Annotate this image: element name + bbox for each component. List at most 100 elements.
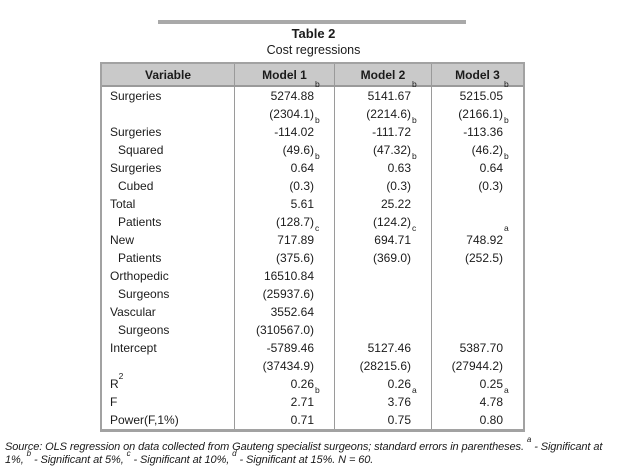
table-row: (37434.9) (28215.6) (27944.2) <box>102 357 523 375</box>
table-row: New 717.89 c 694.71 c 748.92 a <box>102 223 523 249</box>
table-row: Squared (49.6) (47.32) (46.2) <box>102 141 523 159</box>
table-row: Orthopedic 16510.84 <box>102 267 523 285</box>
variable-cell: Surgeries <box>102 123 235 141</box>
value-cell: (46.2) <box>471 143 503 157</box>
value-cell: 0.26 <box>235 375 335 393</box>
column-header-model1: Model 1 <box>235 64 335 85</box>
value-cell <box>335 321 432 339</box>
table-row: Surgeries -114.02 b -111.72 b -113.36 b <box>102 115 523 141</box>
value-cell: 5215.05b <box>459 80 509 103</box>
value-cell: (0.3) <box>235 177 335 195</box>
variable-cell: Vascular <box>102 303 235 321</box>
value-cell <box>432 213 523 231</box>
table-row: Intercept -5789.46 5127.46 5387.70 <box>102 339 523 357</box>
value-cell <box>335 285 432 303</box>
table-row: (2304.1) (2214.6) (2166.1) <box>102 105 523 123</box>
table-row: Total 5.61 25.22 <box>102 195 523 213</box>
value-cell <box>432 285 523 303</box>
value-cell: 4.78 a <box>479 385 509 409</box>
source-note: Source: OLS regression on data collected… <box>5 435 603 467</box>
value-cell: (128.7) <box>235 213 335 231</box>
value-cell: 0.25 <box>479 377 503 391</box>
value-cell: (25937.6) <box>235 285 335 303</box>
value-cell: 3552.64 <box>235 303 335 321</box>
value-cell: 3.76 a <box>335 386 432 411</box>
value-cell: (0.3) <box>335 177 432 195</box>
value-cell: 0.64 b <box>479 151 509 175</box>
title-rule <box>158 20 466 24</box>
table-body: Surgeries5274.88b5141.67b5215.05b(2304.1… <box>102 80 523 429</box>
value-cell: -114.02 b <box>235 116 335 141</box>
value-cell: 5387.70 <box>459 341 503 355</box>
regression-table: Variable Model 1 Model 2 Model 3 Surgeri… <box>100 62 525 432</box>
table-row: Patients (128.7) (124.2) <box>102 213 523 231</box>
value-cell: 717.89 c <box>235 224 335 249</box>
table-row: Surgeons (25937.6) <box>102 285 523 303</box>
value-cell: 5.61 <box>235 195 335 213</box>
value-cell: 5141.67b <box>335 80 432 105</box>
value-cell <box>432 195 523 213</box>
value-cell: 0.75 <box>335 411 432 429</box>
value-cell: (2166.1) <box>458 107 503 121</box>
value-cell <box>432 303 523 321</box>
value-cell: 0.80 <box>479 413 503 427</box>
variable-cell: Orthopedic <box>102 267 235 285</box>
variable-cell: Patients <box>102 213 235 231</box>
value-cell: (37434.9) <box>235 357 335 375</box>
value-cell: -113.36 b <box>463 115 509 139</box>
value-cell: 5274.88b <box>235 80 335 105</box>
table-row: Power(F,1%) 0.71 0.75 0.80 <box>102 411 523 429</box>
variable-cell <box>102 357 235 375</box>
column-header-model2: Model 2 <box>335 64 432 85</box>
value-cell: (310567.0) <box>235 321 335 339</box>
value-cell: 0.64 b <box>235 152 335 177</box>
value-cell: 0.71 <box>235 411 335 429</box>
value-cell: (28215.6) <box>335 357 432 375</box>
value-cell: (47.32) <box>335 141 432 159</box>
table-subtitle: Cost regressions <box>266 43 361 57</box>
variable-cell: Surgeons <box>102 321 235 339</box>
value-cell: 694.71 c <box>335 224 432 249</box>
value-cell <box>335 267 432 285</box>
table-title: Table 2 <box>291 26 336 41</box>
value-cell: (2214.6) <box>335 105 432 123</box>
value-cell: 0.63 b <box>335 152 432 177</box>
variable-cell <box>102 105 235 123</box>
column-header-model3: Model 3 <box>455 68 500 82</box>
value-cell: (252.5) <box>464 251 503 265</box>
value-cell <box>432 267 523 285</box>
variable-cell: Surgeries <box>102 159 235 177</box>
value-cell: -5789.46 <box>235 339 335 357</box>
value-cell: (369.0) <box>335 249 432 267</box>
value-cell <box>335 303 432 321</box>
variable-cell: Cubed <box>102 177 235 195</box>
value-cell: -111.72 b <box>335 116 432 141</box>
variable-cell: Squared <box>102 141 235 159</box>
table-row: Surgeries 0.64 b 0.63 b 0.64 b <box>102 151 523 177</box>
table-row: Surgeons (310567.0) <box>102 321 523 339</box>
variable-cell: Surgeries <box>102 87 235 105</box>
variable-cell: Power(F,1%) <box>102 411 235 429</box>
value-cell: (2304.1) <box>235 105 335 123</box>
value-cell: 25.22 <box>335 195 432 213</box>
table-row: Patients (375.6) (369.0) (252.5) <box>102 249 523 267</box>
variable-cell: R2 <box>102 372 235 393</box>
value-cell: 5127.46 <box>335 339 432 357</box>
value-cell <box>432 321 523 339</box>
variable-cell: New <box>102 231 235 249</box>
table-row: Cubed (0.3) (0.3) (0.3) <box>102 177 523 195</box>
value-cell: (27944.2) <box>451 359 503 373</box>
table-row: F 2.71 b 3.76 a 4.78 a <box>102 385 523 411</box>
variable-cell: Patients <box>102 249 235 267</box>
value-cell: 0.26 <box>335 375 432 393</box>
value-cell: (0.3) <box>478 179 503 193</box>
variable-cell: Intercept <box>102 339 235 357</box>
table-row: Vascular 3552.64 <box>102 303 523 321</box>
value-cell: (124.2) <box>335 213 432 231</box>
variable-cell: Total <box>102 195 235 213</box>
value-cell: 748.92 a <box>466 223 509 247</box>
variable-cell: Surgeons <box>102 285 235 303</box>
value-cell: 2.71 b <box>235 386 335 411</box>
value-cell: (375.6) <box>235 249 335 267</box>
